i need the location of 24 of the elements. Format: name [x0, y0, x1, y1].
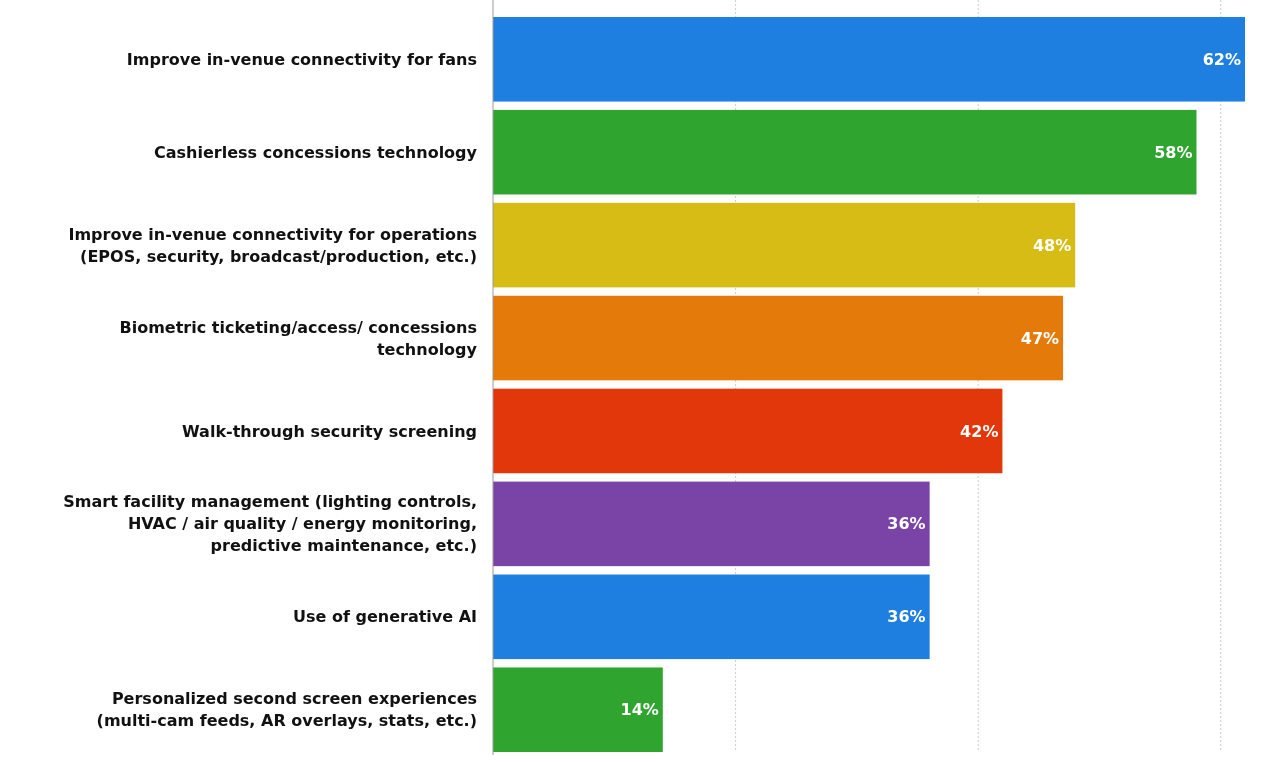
bar — [493, 295, 1064, 381]
bar — [493, 574, 930, 660]
data-label: 36% — [887, 514, 926, 534]
data-label: 42% — [960, 421, 999, 441]
bar — [493, 481, 930, 567]
y-tick-label: Smart facility management (lighting controls, HVAC / air quality / energy monitoring, predictive maintenance, etc.) — [63, 492, 477, 556]
y-tick-label: Improve in-venue connectivity for operations (EPOS, security, broadcast/production, etc.) — [68, 224, 477, 266]
y-tick-label: Personalized second screen experiences (multi-cam feeds, AR overlays, stats, etc.) — [96, 689, 477, 731]
data-label: 47% — [1020, 328, 1060, 348]
data-label: 58% — [1154, 142, 1193, 162]
bar — [493, 388, 1003, 474]
bar — [493, 109, 1197, 195]
y-tick-label: Improve in-venue connectivity for fans — [126, 49, 477, 69]
data-label: 48% — [1032, 235, 1072, 255]
y-tick-label: Biometric ticketing/access/ concessions technology — [119, 317, 478, 359]
bar — [493, 667, 663, 752]
data-label: 36% — [887, 607, 926, 627]
data-label: 14% — [620, 700, 659, 720]
bar — [493, 17, 1245, 102]
y-tick-label: Cashierless concessions technology — [154, 142, 478, 162]
y-tick-label: Walk-through security screening — [182, 421, 477, 441]
y-tick-label: Use of generative AI — [292, 607, 477, 627]
bar — [493, 202, 1076, 288]
data-label: 62% — [1202, 49, 1241, 69]
